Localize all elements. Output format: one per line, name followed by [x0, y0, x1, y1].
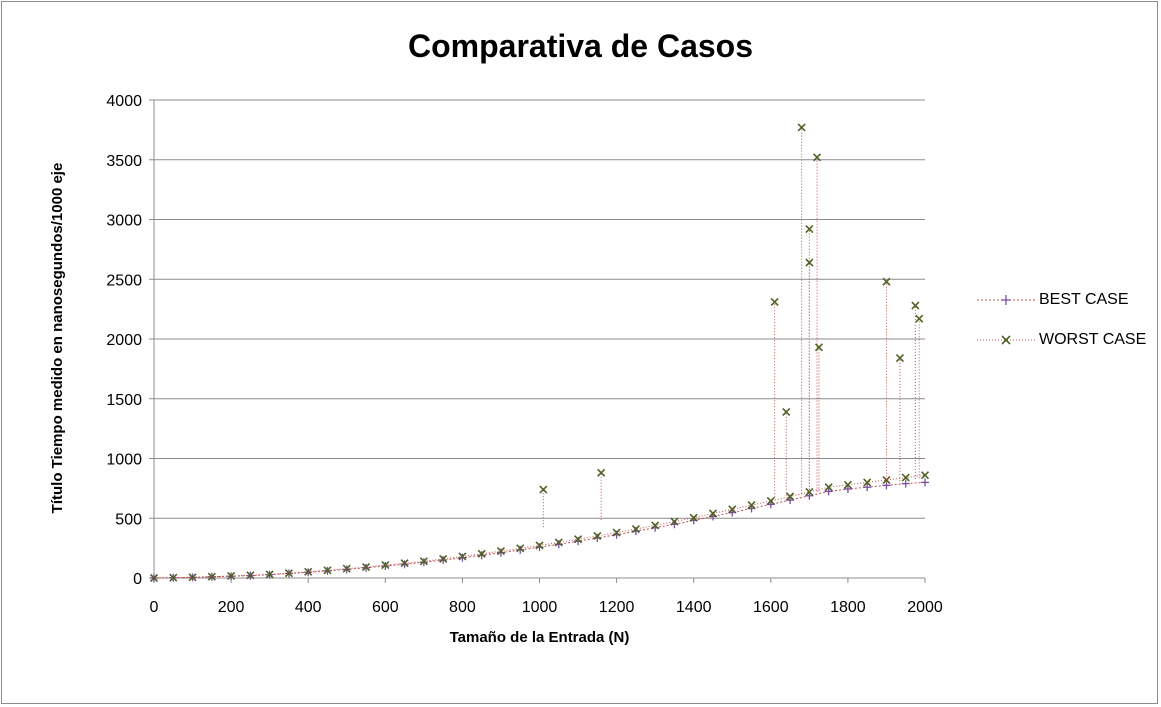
point-best-case [863, 483, 872, 492]
point-best-case [921, 478, 929, 487]
x-tick-label-1800: 1800 [830, 599, 866, 616]
point-worst-case [516, 544, 525, 553]
point-worst-case [651, 521, 660, 530]
point-worst-case [689, 513, 698, 522]
point-worst-case [419, 557, 428, 566]
point-worst-case [400, 559, 409, 568]
point-worst-case [863, 478, 872, 487]
point-best-case [882, 481, 891, 490]
point-worst-case [169, 573, 178, 582]
chart-title: Comparativa de Casos [407, 28, 753, 64]
peak-point-worst-case [882, 277, 891, 286]
point-best-case [843, 484, 852, 493]
y-tick-label-0: 0 [133, 571, 142, 588]
x-tick-label-1200: 1200 [599, 599, 635, 616]
y-tick-label-4000: 4000 [106, 93, 142, 110]
x-tick-label-600: 600 [372, 599, 399, 616]
point-worst-case [439, 554, 448, 563]
y-tick-label-1500: 1500 [106, 392, 142, 409]
point-best-case [824, 487, 833, 496]
point-worst-case [631, 524, 640, 534]
point-worst-case [670, 517, 679, 526]
legend-swatch-best-case [977, 295, 1035, 305]
point-worst-case [766, 496, 775, 505]
legend-label-best-case: BEST CASE [1039, 291, 1129, 308]
point-worst-case [323, 566, 332, 575]
point-worst-case [149, 573, 159, 583]
point-worst-case [747, 501, 756, 510]
point-worst-case [227, 571, 236, 581]
point-worst-case [477, 549, 486, 558]
peak-point-worst-case [597, 468, 606, 477]
peak-point-worst-case [911, 301, 920, 310]
point-worst-case [304, 567, 313, 576]
point-worst-case [496, 547, 506, 556]
legend-item-best-case: BEST CASE [975, 280, 1155, 320]
point-worst-case [882, 475, 891, 485]
x-tick-label-400: 400 [295, 599, 322, 616]
peak-point-worst-case [539, 485, 548, 494]
point-worst-case [593, 531, 602, 541]
y-axis-title: Título Tiempo medido en nanosegundos/100… [49, 162, 66, 514]
point-worst-case [843, 480, 852, 489]
peak-point-worst-case [915, 314, 924, 323]
peak-point-worst-case [797, 123, 806, 132]
x-tick-label-2000: 2000 [907, 599, 943, 616]
point-worst-case [361, 562, 371, 572]
point-worst-case [342, 564, 351, 573]
point-best-case [439, 556, 448, 565]
point-worst-case [901, 473, 910, 482]
x-tick-label-0: 0 [150, 599, 159, 616]
x-tick-label-200: 200 [218, 599, 245, 616]
point-worst-case [786, 492, 795, 501]
point-worst-case [554, 538, 563, 547]
x-axis-title: Tamaño de la Entrada (N) [449, 629, 630, 646]
y-tick-label-1000: 1000 [106, 452, 142, 469]
peak-point-worst-case [814, 343, 824, 352]
point-worst-case [728, 505, 737, 514]
series-line-best-case [153, 481, 926, 579]
y-tick-label-500: 500 [115, 511, 142, 528]
peak-point-worst-case [895, 354, 905, 363]
point-worst-case [535, 541, 544, 550]
point-worst-case [381, 561, 390, 570]
point-worst-case [708, 509, 718, 518]
legend-swatch-worst-case [977, 335, 1035, 345]
point-best-case [477, 551, 486, 560]
point-worst-case [920, 471, 930, 480]
point-worst-case [284, 569, 293, 578]
series-line-worst-case [153, 474, 926, 579]
y-tick-label-2000: 2000 [106, 332, 142, 349]
y-tick-label-3500: 3500 [106, 153, 142, 170]
point-worst-case [458, 552, 467, 561]
y-tick-label-2500: 2500 [106, 272, 142, 289]
point-worst-case [265, 570, 274, 579]
x-tick-label-1000: 1000 [522, 599, 558, 616]
point-best-case [458, 553, 467, 562]
legend-item-worst-case: WORST CASE [975, 320, 1155, 360]
peak-point-worst-case [805, 224, 814, 234]
peak-point-worst-case [812, 153, 822, 162]
legend-label-worst-case: WORST CASE [1039, 331, 1147, 348]
point-best-case [496, 548, 505, 557]
point-best-case [516, 545, 525, 554]
point-worst-case [573, 535, 583, 544]
peak-point-worst-case [782, 407, 791, 416]
x-tick-label-1400: 1400 [676, 599, 712, 616]
x-tick-label-800: 800 [449, 599, 476, 616]
point-worst-case [246, 571, 255, 580]
point-best-case [901, 479, 910, 488]
y-tick-label-3000: 3000 [106, 213, 142, 230]
legend: BEST CASE WORST CASE [975, 280, 1155, 360]
point-worst-case [207, 572, 216, 581]
x-tick-label-1600: 1600 [753, 599, 789, 616]
point-worst-case [824, 483, 833, 492]
peak-point-worst-case [805, 258, 814, 267]
point-best-case [805, 491, 814, 500]
peak-point-worst-case [770, 297, 779, 307]
point-worst-case [612, 528, 621, 537]
point-worst-case [188, 573, 197, 582]
